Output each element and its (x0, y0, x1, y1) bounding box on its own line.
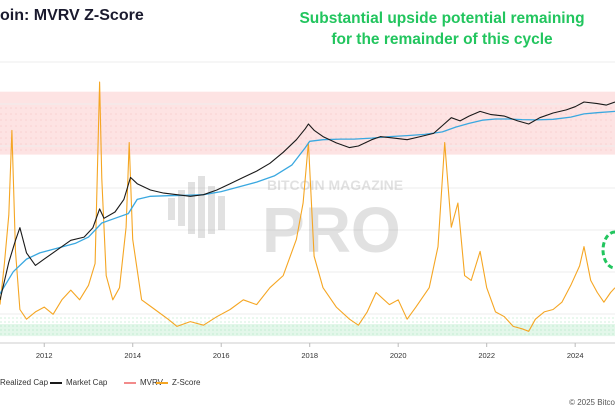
legend-item-mvrv[interactable]: MVRV (124, 378, 163, 387)
undervalued-zone (0, 324, 615, 337)
legend-item-realized[interactable]: Realized Cap (0, 378, 48, 387)
x-tick-label: 2022 (478, 351, 495, 360)
legend-item-market[interactable]: Market Cap (50, 378, 107, 387)
watermark: BITCOIN MAGAZINE PRO (168, 176, 403, 266)
watermark-bottom: PRO (262, 194, 401, 266)
watermark-bars-icon (168, 176, 225, 238)
legend-swatch-z (156, 381, 168, 384)
x-axis: 2012 2014 2016 2018 2020 2022 2024 (0, 342, 615, 360)
x-tick-label: 2016 (213, 351, 230, 360)
legend-label-z: Z-Score (172, 378, 201, 387)
series-lines (0, 81, 615, 332)
chart-title: oin: MVRV Z-Score (0, 7, 144, 24)
series-line-market (0, 101, 615, 301)
series-line-realized (0, 110, 615, 295)
annotation-line-2: for the remainder of this cycle (331, 31, 553, 48)
copyright: © 2025 Bitco (569, 398, 615, 407)
legend-swatch-mvrv (124, 381, 136, 384)
annotation: Substantial upside potential remaining f… (286, 8, 598, 50)
x-tick-label: 2020 (390, 351, 407, 360)
legend-item-z[interactable]: Z-Score (156, 378, 200, 387)
x-tick-label: 2012 (36, 351, 53, 360)
watermark-top: BITCOIN MAGAZINE (267, 177, 403, 193)
x-tick-label: 2024 (567, 351, 584, 360)
legend-label-market: Market Cap (66, 378, 108, 387)
x-tick-label: 2014 (124, 351, 141, 360)
legend-label-mvrv: MVRV (140, 378, 163, 387)
annotation-line-1: Substantial upside potential remaining (299, 10, 585, 27)
x-tick-label: 2018 (301, 351, 318, 360)
legend-label-realized: Realized Cap (0, 378, 49, 387)
highlight-circle-icon (601, 230, 615, 270)
legend-swatch-market (50, 381, 62, 384)
current-marker (601, 230, 615, 270)
